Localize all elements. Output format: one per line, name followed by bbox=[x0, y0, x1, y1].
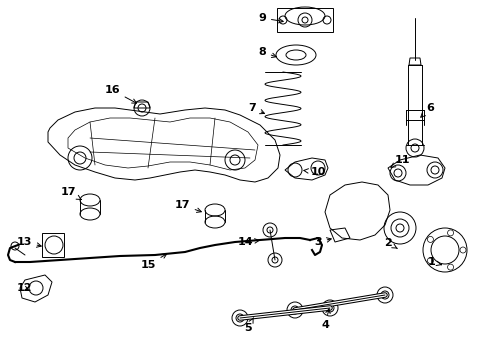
Text: 15: 15 bbox=[140, 254, 167, 270]
Text: 11: 11 bbox=[391, 155, 410, 167]
Text: 17: 17 bbox=[174, 200, 201, 212]
Text: 7: 7 bbox=[248, 103, 265, 114]
Text: 8: 8 bbox=[258, 47, 276, 58]
Text: 14: 14 bbox=[237, 237, 259, 247]
Text: 6: 6 bbox=[421, 103, 434, 117]
Text: 9: 9 bbox=[258, 13, 283, 23]
Text: 2: 2 bbox=[384, 238, 397, 248]
Text: 4: 4 bbox=[321, 309, 330, 330]
Text: 13: 13 bbox=[16, 237, 41, 247]
Text: 16: 16 bbox=[104, 85, 137, 103]
Text: 10: 10 bbox=[304, 167, 326, 177]
Text: 17: 17 bbox=[60, 187, 81, 199]
Text: 5: 5 bbox=[244, 318, 253, 333]
Text: 12: 12 bbox=[16, 283, 32, 293]
Text: 3: 3 bbox=[314, 237, 331, 247]
Text: 1: 1 bbox=[428, 257, 441, 267]
